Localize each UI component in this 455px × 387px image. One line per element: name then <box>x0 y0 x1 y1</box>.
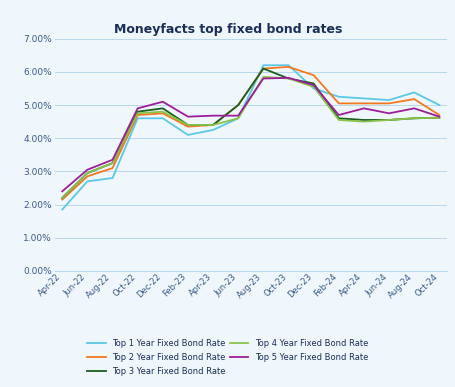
Top 2 Year Fixed Bond Rate <box>260 66 266 71</box>
Top 2 Year Fixed Bond Rate <box>160 111 165 116</box>
Top 3 Year Fixed Bond Rate <box>385 118 391 122</box>
Top 1 Year Fixed Bond Rate <box>360 96 366 101</box>
Top 3 Year Fixed Bond Rate <box>85 171 90 175</box>
Top 2 Year Fixed Bond Rate <box>335 101 341 106</box>
Top 2 Year Fixed Bond Rate <box>385 101 391 106</box>
Top 3 Year Fixed Bond Rate <box>310 81 316 86</box>
Top 3 Year Fixed Bond Rate <box>410 116 416 121</box>
Top 2 Year Fixed Bond Rate <box>135 113 140 117</box>
Top 2 Year Fixed Bond Rate <box>210 123 215 127</box>
Top 4 Year Fixed Bond Rate <box>235 116 240 121</box>
Top 1 Year Fixed Bond Rate <box>110 176 115 180</box>
Top 4 Year Fixed Bond Rate <box>185 123 190 127</box>
Line: Top 3 Year Fixed Bond Rate: Top 3 Year Fixed Bond Rate <box>62 68 438 198</box>
Top 5 Year Fixed Bond Rate <box>435 114 441 119</box>
Top 2 Year Fixed Bond Rate <box>285 65 291 69</box>
Top 4 Year Fixed Bond Rate <box>260 75 266 79</box>
Top 5 Year Fixed Bond Rate <box>260 76 266 81</box>
Top 4 Year Fixed Bond Rate <box>135 111 140 116</box>
Top 1 Year Fixed Bond Rate <box>410 90 416 95</box>
Line: Top 2 Year Fixed Bond Rate: Top 2 Year Fixed Bond Rate <box>62 67 438 200</box>
Top 5 Year Fixed Bond Rate <box>410 106 416 111</box>
Top 4 Year Fixed Bond Rate <box>110 161 115 165</box>
Top 5 Year Fixed Bond Rate <box>385 111 391 116</box>
Top 5 Year Fixed Bond Rate <box>60 189 65 194</box>
Top 1 Year Fixed Bond Rate <box>160 116 165 121</box>
Top 3 Year Fixed Bond Rate <box>360 118 366 122</box>
Top 5 Year Fixed Bond Rate <box>110 158 115 162</box>
Top 1 Year Fixed Bond Rate <box>310 86 316 91</box>
Top 4 Year Fixed Bond Rate <box>285 76 291 81</box>
Top 1 Year Fixed Bond Rate <box>285 63 291 68</box>
Top 2 Year Fixed Bond Rate <box>85 174 90 179</box>
Top 4 Year Fixed Bond Rate <box>335 118 341 122</box>
Top 5 Year Fixed Bond Rate <box>360 106 366 111</box>
Top 1 Year Fixed Bond Rate <box>235 116 240 121</box>
Top 3 Year Fixed Bond Rate <box>285 76 291 81</box>
Top 3 Year Fixed Bond Rate <box>435 115 441 120</box>
Top 4 Year Fixed Bond Rate <box>160 110 165 114</box>
Top 5 Year Fixed Bond Rate <box>210 113 215 118</box>
Top 5 Year Fixed Bond Rate <box>160 99 165 104</box>
Top 2 Year Fixed Bond Rate <box>310 73 316 77</box>
Top 3 Year Fixed Bond Rate <box>185 123 190 127</box>
Top 3 Year Fixed Bond Rate <box>110 161 115 165</box>
Line: Top 5 Year Fixed Bond Rate: Top 5 Year Fixed Bond Rate <box>62 78 438 191</box>
Top 1 Year Fixed Bond Rate <box>135 116 140 121</box>
Top 4 Year Fixed Bond Rate <box>85 171 90 175</box>
Top 2 Year Fixed Bond Rate <box>360 101 366 106</box>
Top 3 Year Fixed Bond Rate <box>60 195 65 200</box>
Top 1 Year Fixed Bond Rate <box>335 94 341 99</box>
Top 4 Year Fixed Bond Rate <box>410 116 416 121</box>
Top 3 Year Fixed Bond Rate <box>135 110 140 114</box>
Top 3 Year Fixed Bond Rate <box>335 116 341 121</box>
Top 4 Year Fixed Bond Rate <box>210 123 215 127</box>
Top 3 Year Fixed Bond Rate <box>210 123 215 127</box>
Top 4 Year Fixed Bond Rate <box>435 115 441 120</box>
Top 1 Year Fixed Bond Rate <box>85 179 90 184</box>
Line: Top 4 Year Fixed Bond Rate: Top 4 Year Fixed Bond Rate <box>62 77 438 198</box>
Top 2 Year Fixed Bond Rate <box>185 124 190 129</box>
Top 5 Year Fixed Bond Rate <box>235 113 240 118</box>
Top 1 Year Fixed Bond Rate <box>385 98 391 103</box>
Top 1 Year Fixed Bond Rate <box>210 128 215 132</box>
Top 1 Year Fixed Bond Rate <box>60 207 65 212</box>
Top 5 Year Fixed Bond Rate <box>135 106 140 111</box>
Top 2 Year Fixed Bond Rate <box>110 166 115 170</box>
Top 5 Year Fixed Bond Rate <box>85 168 90 172</box>
Line: Top 1 Year Fixed Bond Rate: Top 1 Year Fixed Bond Rate <box>62 65 438 209</box>
Top 4 Year Fixed Bond Rate <box>360 119 366 124</box>
Top 5 Year Fixed Bond Rate <box>285 75 291 80</box>
Top 1 Year Fixed Bond Rate <box>435 103 441 107</box>
Text: Moneyfacts top fixed bond rates: Moneyfacts top fixed bond rates <box>114 23 341 36</box>
Top 5 Year Fixed Bond Rate <box>310 83 316 87</box>
Top 3 Year Fixed Bond Rate <box>160 106 165 111</box>
Top 4 Year Fixed Bond Rate <box>385 118 391 122</box>
Top 4 Year Fixed Bond Rate <box>60 195 65 200</box>
Legend: Top 1 Year Fixed Bond Rate, Top 2 Year Fixed Bond Rate, Top 3 Year Fixed Bond Ra: Top 1 Year Fixed Bond Rate, Top 2 Year F… <box>85 337 370 379</box>
Top 3 Year Fixed Bond Rate <box>260 66 266 71</box>
Top 2 Year Fixed Bond Rate <box>410 97 416 101</box>
Top 2 Year Fixed Bond Rate <box>60 197 65 202</box>
Top 1 Year Fixed Bond Rate <box>185 133 190 137</box>
Top 5 Year Fixed Bond Rate <box>185 114 190 119</box>
Top 3 Year Fixed Bond Rate <box>235 103 240 107</box>
Top 2 Year Fixed Bond Rate <box>435 113 441 117</box>
Top 1 Year Fixed Bond Rate <box>260 63 266 68</box>
Top 2 Year Fixed Bond Rate <box>235 103 240 107</box>
Top 4 Year Fixed Bond Rate <box>310 84 316 89</box>
Top 5 Year Fixed Bond Rate <box>335 113 341 117</box>
